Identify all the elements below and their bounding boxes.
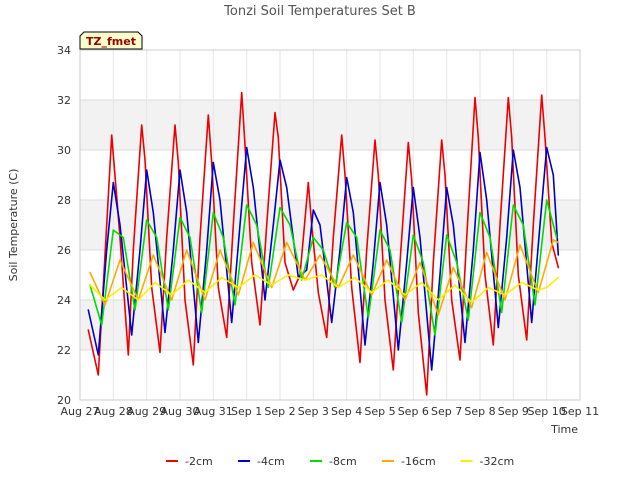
plot-band — [80, 350, 580, 400]
series-lines — [87, 91, 560, 396]
y-tick-label: 24 — [57, 294, 71, 307]
x-tick-label: Sep 4 — [331, 405, 362, 418]
x-tick-label: Sep 9 — [498, 405, 529, 418]
x-axis-label: Time — [550, 423, 578, 436]
x-tick-label: Sep 5 — [364, 405, 395, 418]
site-badge: TZ_fmet — [79, 31, 143, 50]
x-tick-label: Sep 7 — [431, 405, 462, 418]
chart-title: Tonzi Soil Temperatures Set B — [223, 4, 416, 19]
plot-band — [80, 50, 580, 100]
x-tick-label: Aug 29 — [127, 405, 166, 418]
y-tick-label: 30 — [57, 144, 71, 157]
x-tick-label: Sep 3 — [298, 405, 329, 418]
x-tick-label: Sep 8 — [464, 405, 495, 418]
y-axis-label: Soil Temperature (C) — [7, 169, 20, 282]
x-tick-label: Sep 11 — [561, 405, 599, 418]
x-tick-label: Aug 28 — [94, 405, 133, 418]
x-tick-label: Aug 30 — [161, 405, 200, 418]
legend-label: -8cm — [329, 455, 357, 468]
series-line-2cmcm — [87, 91, 560, 396]
x-tick-label: Sep 6 — [398, 405, 429, 418]
series-line-32cmcm — [89, 274, 560, 304]
legend-label: -32cm — [480, 455, 515, 468]
site-badge-label: TZ_fmet — [86, 35, 136, 48]
x-tick-label: Sep 2 — [264, 405, 295, 418]
legend-label: -4cm — [257, 455, 285, 468]
y-tick-label: 20 — [57, 394, 71, 407]
legend-label: -2cm — [185, 455, 213, 468]
x-tick-label: Aug 27 — [61, 405, 100, 418]
plot-band — [80, 200, 580, 250]
series-line-8cmcm — [89, 199, 558, 336]
y-tick-label: 34 — [57, 44, 71, 57]
x-tick-label: Sep 1 — [231, 405, 262, 418]
y-tick-label: 26 — [57, 244, 71, 257]
legend-label: -16cm — [401, 455, 436, 468]
series-line-4cmcm — [87, 146, 560, 371]
legend: -2cm -4cm -8cm -16cm -32cm — [166, 455, 514, 468]
plot-frame — [79, 49, 581, 401]
plot-band — [80, 150, 580, 200]
y-axis-ticks: 20 22 24 26 28 30 32 34 — [57, 44, 71, 407]
x-tick-label: Sep 10 — [528, 405, 566, 418]
y-tick-label: 32 — [57, 94, 71, 107]
y-tick-label: 22 — [57, 344, 71, 357]
plot-band — [80, 100, 580, 150]
x-tick-label: Aug 31 — [194, 405, 233, 418]
y-tick-label: 28 — [57, 194, 71, 207]
